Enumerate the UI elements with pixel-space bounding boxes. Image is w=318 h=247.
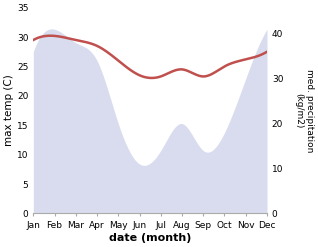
- Y-axis label: max temp (C): max temp (C): [4, 75, 14, 146]
- Y-axis label: med. precipitation
(kg/m2): med. precipitation (kg/m2): [294, 69, 314, 152]
- X-axis label: date (month): date (month): [109, 233, 191, 243]
